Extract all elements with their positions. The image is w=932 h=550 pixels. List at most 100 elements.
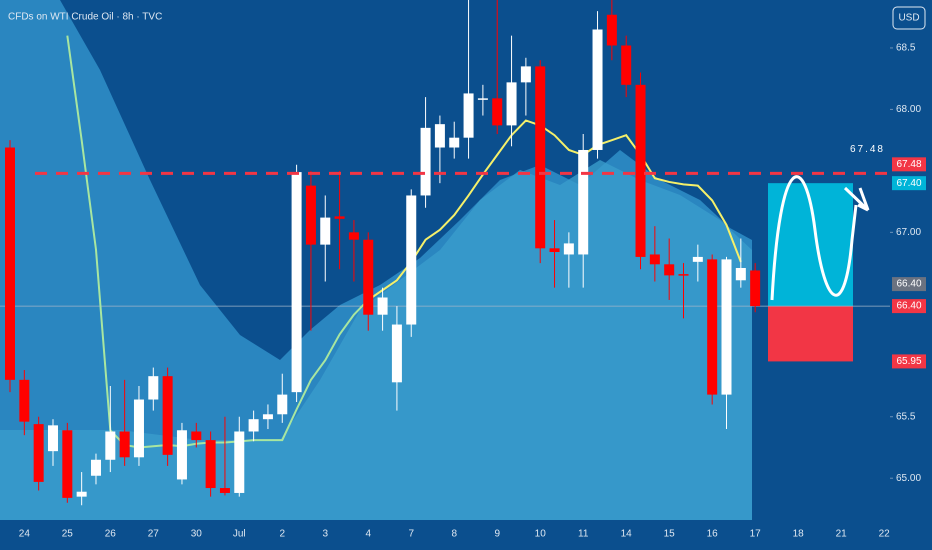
candle-body bbox=[377, 297, 388, 315]
candle-body bbox=[148, 376, 159, 400]
x-tick-label: 22 bbox=[879, 529, 891, 540]
candle-body bbox=[664, 264, 675, 276]
candle-body bbox=[477, 98, 488, 100]
forecast-arrow bbox=[770, 175, 870, 301]
currency: USD bbox=[898, 13, 919, 24]
x-tick-label: 11 bbox=[578, 529, 589, 540]
candle-body bbox=[721, 259, 732, 395]
candle-body bbox=[176, 430, 187, 480]
x-tick-label: 4 bbox=[365, 529, 371, 540]
candle-body bbox=[105, 431, 116, 460]
candle-body bbox=[678, 274, 689, 276]
candle-body bbox=[62, 430, 73, 498]
stop-zone bbox=[768, 306, 853, 362]
x-tick-label: 30 bbox=[191, 529, 203, 540]
candle-body bbox=[506, 82, 517, 126]
candle-body bbox=[492, 98, 503, 126]
candle-body bbox=[563, 243, 574, 255]
candle-body bbox=[90, 459, 101, 476]
chart-title: CFDs on WTI Crude Oil · 8h · TVC bbox=[8, 12, 162, 23]
x-tick-label: 26 bbox=[105, 529, 117, 540]
candle-body bbox=[219, 488, 230, 493]
x-tick-label: 9 bbox=[494, 529, 500, 540]
candle-body bbox=[33, 424, 44, 482]
x-tick-label: 27 bbox=[148, 529, 160, 540]
last-price-label: 66.40 bbox=[896, 279, 921, 290]
position-target-label-box bbox=[892, 176, 926, 191]
candle-body bbox=[234, 431, 245, 493]
x-tick-label: 14 bbox=[621, 529, 633, 540]
candle-body bbox=[248, 419, 259, 432]
stop-price-label-box bbox=[892, 354, 926, 369]
candle-body bbox=[735, 267, 746, 281]
candle-body bbox=[320, 217, 331, 245]
candle-body bbox=[434, 124, 445, 148]
candle-body bbox=[348, 232, 359, 240]
candle-body bbox=[449, 137, 460, 148]
candle-body bbox=[750, 270, 761, 307]
position-target-label: 67.40 bbox=[896, 178, 921, 189]
x-tick-label: 17 bbox=[750, 529, 762, 540]
x-tick-label: 24 bbox=[19, 529, 31, 540]
candle-body bbox=[406, 195, 417, 325]
y-tick-label: 67.00 bbox=[896, 227, 921, 238]
entry-price-label-box bbox=[892, 299, 926, 314]
x-tick-label: 15 bbox=[664, 529, 676, 540]
x-tick-label: 25 bbox=[62, 529, 74, 540]
candle-body bbox=[391, 324, 402, 383]
price-axis bbox=[891, 0, 932, 550]
candle-body bbox=[334, 216, 345, 219]
candle-body bbox=[191, 431, 202, 441]
candle-body bbox=[692, 256, 703, 262]
x-tick-label: 8 bbox=[451, 529, 457, 540]
candle-body bbox=[635, 84, 646, 257]
candle-body bbox=[133, 399, 144, 458]
stop-price-label: 65.95 bbox=[896, 356, 921, 367]
candle-body bbox=[549, 248, 560, 253]
candle-body bbox=[535, 66, 546, 249]
candle-body bbox=[76, 491, 87, 497]
candle-body bbox=[277, 394, 288, 415]
candle-body bbox=[47, 425, 58, 452]
candle-body bbox=[162, 376, 173, 455]
currency-button[interactable] bbox=[892, 6, 926, 30]
target-price-label: 67.48 bbox=[896, 159, 921, 170]
candle-body bbox=[262, 414, 273, 420]
candle-body bbox=[5, 147, 15, 380]
entry-price-label: 66.40 bbox=[896, 301, 921, 312]
candle-body bbox=[420, 127, 431, 196]
target-big-label: 67.48 bbox=[850, 144, 885, 155]
candle-body bbox=[578, 149, 589, 255]
candle-body bbox=[363, 239, 374, 315]
candle-body bbox=[520, 66, 531, 83]
last-price-label-box bbox=[892, 277, 926, 292]
candle-body bbox=[463, 93, 474, 138]
x-tick-label: 3 bbox=[322, 529, 328, 540]
candle-body bbox=[592, 29, 603, 150]
x-tick-label: 16 bbox=[707, 529, 719, 540]
x-tick-label: 10 bbox=[535, 529, 547, 540]
y-tick-label: 65.5 bbox=[896, 411, 916, 422]
candle-body bbox=[707, 259, 718, 395]
y-tick-label: 68.00 bbox=[896, 104, 921, 115]
plot-area bbox=[0, 0, 890, 506]
candle-body bbox=[205, 440, 216, 489]
candle-body bbox=[606, 14, 617, 46]
moving-average bbox=[66, 35, 369, 449]
x-tick-label: 7 bbox=[408, 529, 414, 540]
x-tick-label: 21 bbox=[836, 529, 848, 540]
candle-body bbox=[621, 45, 632, 85]
x-tick-label: Jul bbox=[233, 529, 246, 540]
target-price-label-box bbox=[892, 157, 926, 172]
candle-body bbox=[305, 185, 316, 245]
moving-average bbox=[367, 119, 742, 301]
candle-body bbox=[649, 254, 660, 265]
y-tick-label: 68.5 bbox=[896, 43, 916, 54]
candle-body bbox=[19, 379, 30, 422]
candle-body bbox=[291, 172, 302, 393]
y-tick-label: 65.00 bbox=[896, 473, 921, 484]
candle-body bbox=[119, 431, 130, 458]
x-tick-label: 2 bbox=[279, 529, 285, 540]
x-tick-label: 18 bbox=[793, 529, 805, 540]
